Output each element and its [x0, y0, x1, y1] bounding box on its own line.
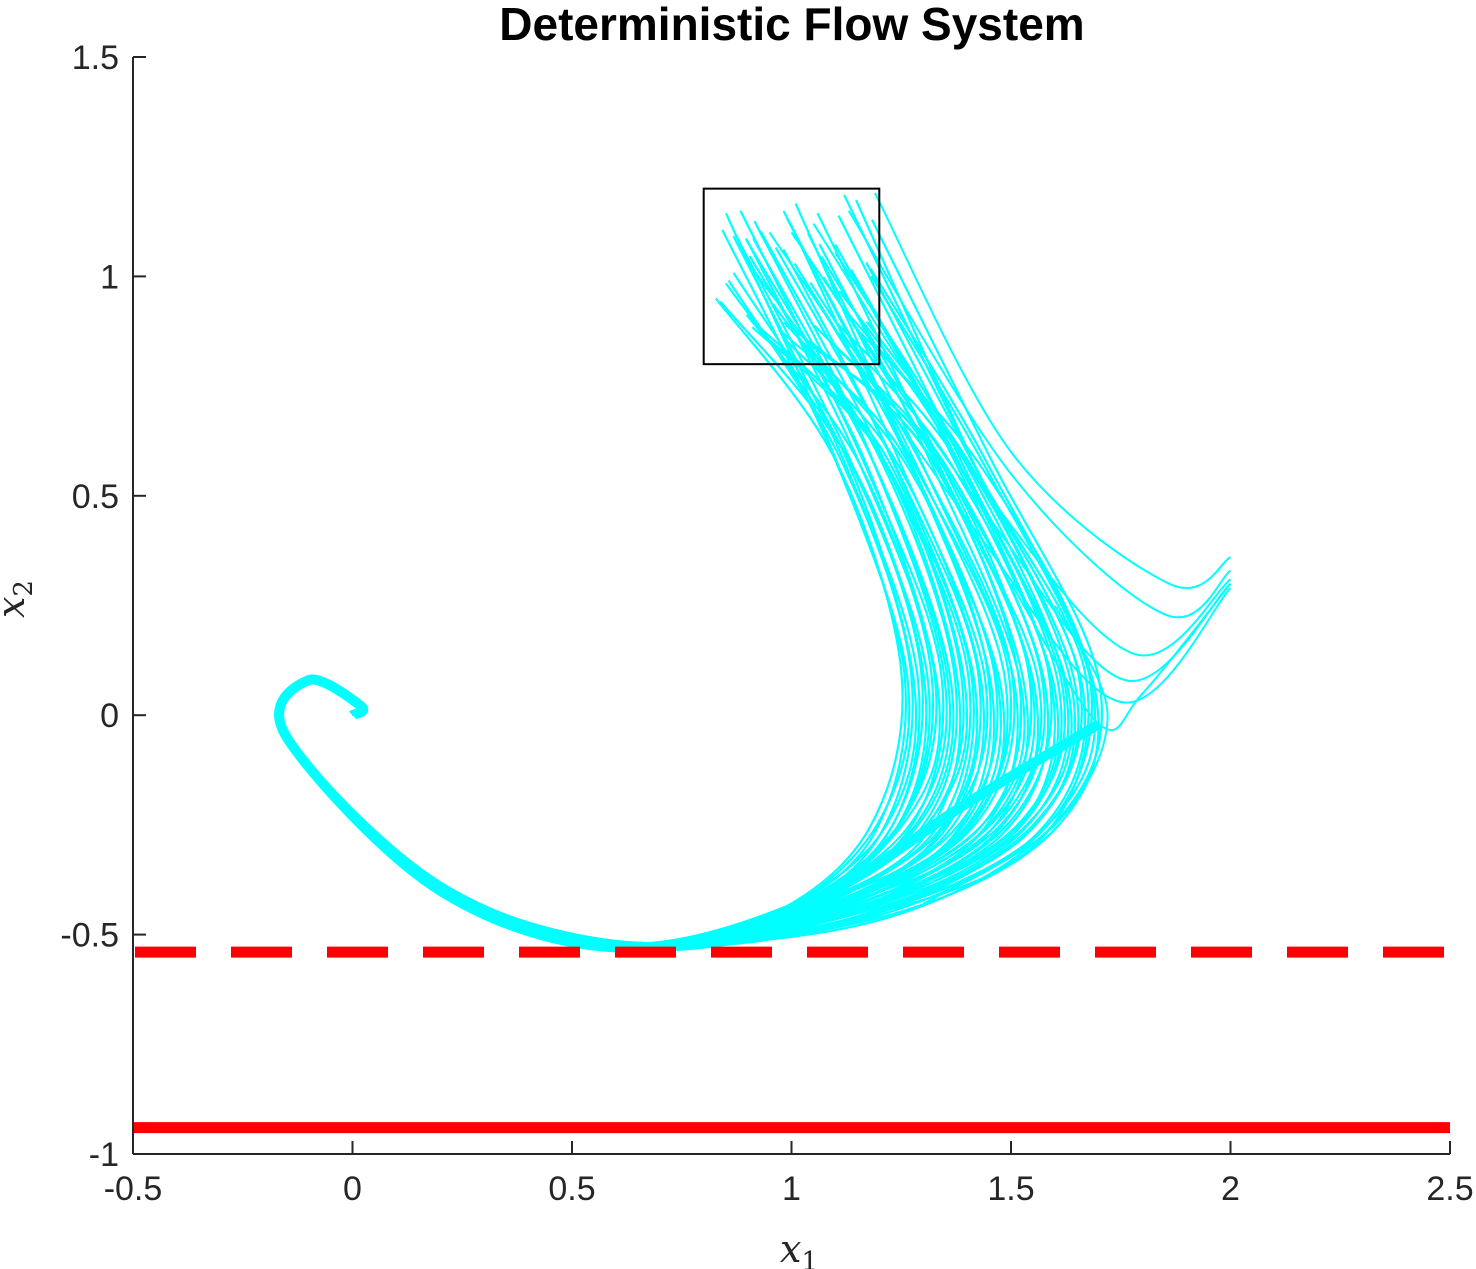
x-tick-label: 1.5: [987, 1170, 1034, 1208]
x-tick-label: 1: [782, 1170, 801, 1208]
x-tick-label: -0.5: [104, 1170, 163, 1208]
y-tick-label: -0.5: [60, 917, 119, 955]
y-axis-label: x2: [0, 580, 39, 618]
trajectory-outlier: [768, 231, 1232, 704]
trajectory-core: [274, 674, 1102, 953]
axes-layer: -0.5 0 0.5 1 1.5 2 2.5-1-0.500.511.5: [60, 39, 1473, 1208]
initial-set-box: [702, 187, 881, 366]
trajectory-outlier: [922, 605, 1109, 905]
trajectory-line: [278, 218, 1009, 952]
trajectory-outlier: [847, 210, 1232, 619]
chart-title: Deterministic Flow System: [499, 0, 1084, 50]
x-tick-label: 0: [343, 1170, 362, 1208]
initial-set-layer: [702, 187, 881, 366]
x-tick-label: 2: [1221, 1170, 1240, 1208]
x-tick-label: 2.5: [1426, 1170, 1473, 1208]
y-tick-label: 1.5: [72, 39, 119, 77]
trajectory-outlier: [1010, 582, 1232, 732]
trajectory-outlier: [812, 223, 1232, 657]
y-tick-label: -1: [89, 1136, 119, 1174]
y-tick-label: 0.5: [72, 478, 119, 516]
y-tick-label: 1: [100, 258, 119, 296]
trajectory-outlier: [874, 192, 1232, 589]
y-tick-label: 0: [100, 697, 119, 735]
trajectories-layer: [274, 192, 1232, 953]
y-axis-label-group: x2: [0, 580, 39, 618]
x-axis-label: x1: [780, 1227, 818, 1269]
constraints-layer: [133, 946, 1450, 1134]
x-tick-label: 0.5: [548, 1170, 595, 1208]
